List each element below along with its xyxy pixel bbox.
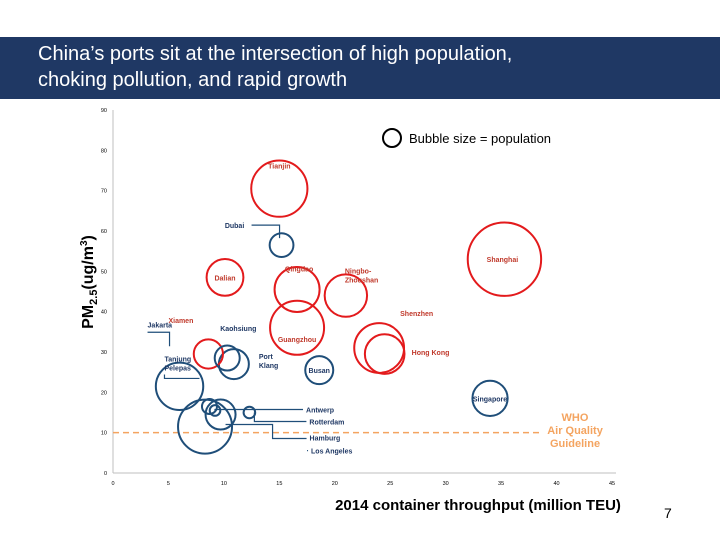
label-hong-kong: Hong Kong xyxy=(412,350,450,357)
label-shanghai: Shanghai xyxy=(487,257,519,264)
bubble-rotterdam xyxy=(242,405,257,420)
bubble-guangzhou xyxy=(269,299,326,356)
label-rotterdam: Rotterdam xyxy=(309,420,344,427)
label-kaohsiung: Kaohsiung xyxy=(220,326,256,333)
page-number: 7 xyxy=(664,505,672,521)
y-axis-label-sub: 2.5 xyxy=(88,290,100,305)
label-dalian: Dalian xyxy=(214,275,235,282)
x-tick-label: 5 xyxy=(167,481,170,487)
legend-label: Bubble size = population xyxy=(409,131,551,146)
legend-bubble-icon xyxy=(382,128,402,148)
x-tick-label: 0 xyxy=(111,481,114,487)
leader-dubai xyxy=(251,224,281,239)
leader-antwerp xyxy=(214,408,304,411)
y-axis-label-close: ) xyxy=(80,235,97,240)
bubble-antwerp xyxy=(208,404,222,417)
label-shenzhen: Shenzhen xyxy=(400,311,433,318)
y-tick-label: 40 xyxy=(101,310,107,316)
label-xiamen: Xiamen xyxy=(168,318,193,325)
bubble-shanghai xyxy=(466,221,543,297)
plot-area: 0 10 20 30 40 50 60 70 80 90 0 5 10 15 20 25 30 35 40 45 T… xyxy=(101,108,616,487)
leader-hamburg xyxy=(225,423,307,440)
label-jakarta: Jakarta xyxy=(148,322,173,329)
who-label-line: WHO xyxy=(562,412,589,424)
x-tick-label: 30 xyxy=(443,481,449,487)
bubble-singapore xyxy=(471,379,509,417)
bubble-kaohsiung xyxy=(213,344,241,372)
bubble-hamburg xyxy=(204,398,237,431)
who-label-line: Air Quality xyxy=(547,425,604,437)
y-tick-label: 90 xyxy=(101,108,107,114)
label-port-klang-part: Klang xyxy=(259,363,278,370)
bubble-hong-kong xyxy=(363,333,406,375)
y-axis-label-units: (ug/m xyxy=(80,246,97,290)
y-tick-label: 0 xyxy=(104,471,107,477)
bubble-labels: Tianjin Dubai Dalian Qingdao Ningbo- Zhoushan… xyxy=(148,164,519,456)
who-label-line: Guideline xyxy=(550,438,600,450)
slide-header: China’s ports sit at the intersection of… xyxy=(0,37,720,99)
bubble-dalian xyxy=(205,257,245,297)
label-port-klang: Port Klang xyxy=(259,354,278,370)
x-axis-label: 2014 container throughput (million TEU) xyxy=(335,497,621,514)
y-axis-label-main: PM xyxy=(80,305,97,329)
bubble-busan xyxy=(304,355,335,386)
leader-tanjung-pelepas xyxy=(163,374,200,380)
label-ningbo-zhoushan-part: Ningbo- xyxy=(345,269,372,276)
y-tick-label: 10 xyxy=(101,431,107,437)
x-ticks: 0 5 10 15 20 25 30 35 40 45 xyxy=(111,481,615,487)
x-tick-label: 35 xyxy=(498,481,504,487)
bubble-los-angeles xyxy=(177,398,234,455)
x-tick-label: 25 xyxy=(387,481,393,487)
label-ningbo-zhoushan: Ningbo- Zhoushan xyxy=(345,269,378,285)
slide-title-line-2: choking pollution, and rapid growth xyxy=(38,69,348,91)
label-hamburg: Hamburg xyxy=(310,436,341,443)
bubble-chart: 0 10 20 30 40 50 60 70 80 90 0 5 10 15 20 25 30 35 40 45 T… xyxy=(79,108,621,514)
bubble-series xyxy=(154,159,543,455)
slide-title-line-1: China’s ports sit at the intersection of… xyxy=(38,43,513,65)
legend: Bubble size = population xyxy=(382,128,551,148)
label-singapore: Singapore xyxy=(473,396,507,403)
x-tick-label: 40 xyxy=(553,481,559,487)
y-tick-label: 80 xyxy=(101,148,107,154)
label-ningbo-zhoushan-part: Zhoushan xyxy=(345,278,378,285)
leader-rotterdam xyxy=(253,412,307,423)
y-axis-label-sup: 3 xyxy=(79,240,90,246)
label-tianjin: Tianjin xyxy=(268,164,290,171)
label-tanjung-pelepas-part: Tanjung xyxy=(164,356,191,363)
label-tanjung-pelepas-part: Pelepas xyxy=(164,365,191,372)
label-leader-lines xyxy=(147,224,309,452)
y-tick-label: 60 xyxy=(101,229,107,235)
bubble-shenzhen xyxy=(353,322,406,374)
slide-title: China’s ports sit at the intersection of… xyxy=(38,41,698,93)
label-guangzhou: Guangzhou xyxy=(278,337,317,344)
bubble-tianjin xyxy=(250,159,309,218)
y-axis-label: PM2.5(ug/m3) xyxy=(79,235,100,329)
x-tick-label: 20 xyxy=(332,481,338,487)
y-tick-label: 20 xyxy=(101,390,107,396)
bubble-dubai xyxy=(268,232,295,259)
y-tick-label: 50 xyxy=(101,269,107,275)
label-tanjung-pelepas: Tanjung Pelepas xyxy=(164,356,191,372)
label-dubai: Dubai xyxy=(225,223,245,230)
label-qingdao: Qingdao xyxy=(285,266,313,273)
label-antwerp: Antwerp xyxy=(306,407,334,414)
y-ticks: 0 10 20 30 40 50 60 70 80 90 xyxy=(101,108,107,477)
label-los-angeles: Los Angeles xyxy=(311,449,352,456)
label-busan: Busan xyxy=(309,368,330,375)
bubble-xiamen xyxy=(192,338,224,370)
x-tick-label: 10 xyxy=(221,481,227,487)
leader-jakarta xyxy=(147,331,171,347)
label-port-klang-part: Port xyxy=(259,354,274,361)
bubble-qingdao xyxy=(273,265,321,313)
y-tick-label: 70 xyxy=(101,189,107,195)
x-tick-label: 45 xyxy=(609,481,615,487)
bubble-jakarta xyxy=(154,361,205,411)
y-tick-label: 30 xyxy=(101,350,107,356)
bubble-ningbo-zhoushan xyxy=(323,273,369,318)
x-tick-label: 15 xyxy=(276,481,282,487)
